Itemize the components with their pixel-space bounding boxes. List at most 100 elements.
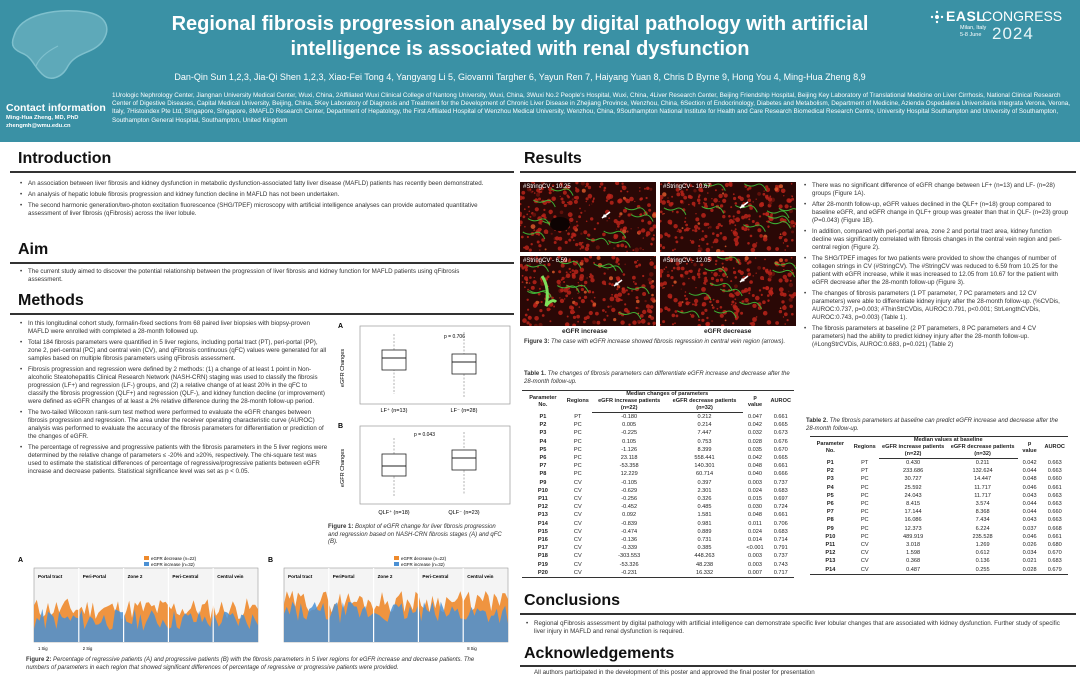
t2-cell: P14 [810,565,851,575]
fig2-panel-b: B Portal tract PeriPortal Zone 2 Peri-Centra… [268,556,509,651]
shg-image-label: #StringCV - 12.05 [663,258,711,264]
t1-cell: P14 [537,520,548,527]
fig1-b-box-1 [381,453,407,477]
introduction-heading: Introduction [18,150,112,167]
t1-cell: P6 [539,455,547,462]
t2-row: P2 PT 233.686 132.624 0.044 0.663 [810,467,1068,475]
t2-row: P12 CV 1.598 0.612 0.034 0.670 [810,549,1068,557]
fig1-panel-a-letter: A [338,323,343,330]
t1-cell: -0.180 [621,414,638,420]
t1-cell: -0.839 [621,520,638,527]
t1-cell: 2.301 [697,487,712,494]
table1: Parameter No. Regions Median changes of … [522,390,794,579]
t2-cell: CV [860,550,869,557]
conclusions-heading: Conclusions [524,592,621,609]
congress-star-icon [930,10,944,24]
t2-cell: 0.663 [1047,459,1062,466]
t2-cell: P12 [825,550,836,557]
t1-cell: 16.332 [666,568,743,579]
conclusions-rule [520,613,1076,615]
t1-cell: 23.118 [620,455,638,462]
t1-cell: 0.717 [767,568,794,579]
t1-cell: 0.666 [773,471,788,478]
t2-cell: CV [860,558,869,565]
fig1-b-group-1: QLF⁺ (n=18) [378,509,409,516]
t2-cell: 0.026 [1022,542,1037,549]
t2-row: P11 CV 3.018 1.269 0.026 0.680 [810,541,1068,549]
fig1-b-pvalue: p = 0.043 [414,432,435,438]
t2-cell: 3.018 [906,542,921,549]
t1-cell: 0.032 [748,430,763,437]
t1-row: P2 PC 0.005 0.214 0.042 0.665 [522,421,794,429]
t2-cell: P5 [826,492,834,499]
t1-cell: 0.737 [773,553,788,560]
t2-cell: CV [850,565,879,575]
t1-cell: 0.665 [773,422,788,429]
t2-cell: 0.660 [1047,509,1062,516]
t1-cell: 0.743 [773,561,788,568]
img-label-left: eGFR increase [562,328,608,335]
results-bullet: The fibrosis parameters at baseline (2 P… [802,325,1070,349]
t2-cell: 0.680 [1047,542,1062,549]
t1-cell: 0.737 [773,479,788,486]
t1-cell: 140.301 [694,463,715,470]
title-line-2: intelligence is associated with renal dy… [290,38,750,60]
t1-cell: 0.035 [748,446,763,453]
t2-cell: 3.574 [975,501,990,508]
t2-cell: PC [860,509,869,516]
t1-cell: P11 [538,496,548,503]
introduction-bullet: An analysis of hepatic lobule fibrosis p… [18,191,488,199]
results-rule [520,171,1076,173]
t1-cell: 0.661 [773,512,788,519]
t1-cell: CV [573,528,582,535]
t2-row: P8 PC 16.086 7.434 0.043 0.663 [810,516,1068,524]
t1-cell: 0.670 [773,446,788,453]
t2-cell: 0.042 [1022,459,1037,466]
t2-cell: 0.046 [1022,484,1037,491]
t1-cell: 0.105 [622,438,637,445]
t1-cell: 0.697 [773,496,788,503]
liver-icon [11,10,108,79]
t2-cell: P9 [826,525,834,532]
t2-row: P6 PC 8.415 3.574 0.044 0.663 [810,500,1068,508]
methods-heading: Methods [18,292,84,309]
t1-h-auroc: AUROC [767,390,794,413]
t1-cell: 0.326 [697,496,712,503]
t2-row: P5 PC 24.043 11.717 0.043 0.663 [810,492,1068,500]
t2-cell: 0.043 [1022,492,1037,499]
t2-cell: 0.668 [1047,525,1062,532]
t2-h-param: Parameter No. [810,436,851,459]
t1-cell: CV [573,553,582,560]
t2-cell: 0.044 [1022,468,1037,475]
fig2-sig-count: 8 Sig [467,646,477,651]
t2-cell: 0.683 [1047,558,1062,565]
contact-email[interactable]: zhengmh@wmu.edu.cn [6,123,71,129]
t2-cell: 6.224 [975,525,990,532]
t2-cell: PC [860,525,869,532]
t2-cell: 0.663 [1047,501,1062,508]
t2-cell: 0.661 [1047,533,1062,540]
t2-cell: 16.086 [904,517,922,524]
fig3-image-grid: #StringCV - 10.25 #StringCV - 10.67 #Strin… [520,182,798,332]
t1-cell: PC [573,422,582,429]
congress-word: CONGRESS [982,8,1063,24]
fig1-a-box-2 [451,353,477,375]
shg-image-label: #StringCV - 6.59 [523,258,568,264]
t1-cell: P1 [539,413,547,420]
t1-cell: 0.485 [697,504,712,511]
aim-heading: Aim [18,241,49,258]
t1-h-regions: Regions [563,390,592,413]
t1-cell: 1.581 [697,512,712,519]
figure2-caption: Figure 2: Percentage of regressive patie… [26,657,475,671]
fig2-legend-label: eGFR decrease (n=22) [401,556,447,561]
t1-cell: CV [573,496,582,503]
t1-cell: -53.326 [619,561,639,568]
t1-cell: 0.212 [697,414,712,420]
t1-cell: P2 [539,422,547,429]
t2-cell: 0.048 [1022,476,1037,483]
t1-cell: 558.441 [694,455,715,462]
t1-cell: CV [573,561,582,568]
t1-row: P19 CV -53.326 48.238 0.003 0.743 [522,561,794,569]
t2-cell: PC [860,484,869,491]
fig2-region-label: Portal tract [288,574,313,579]
